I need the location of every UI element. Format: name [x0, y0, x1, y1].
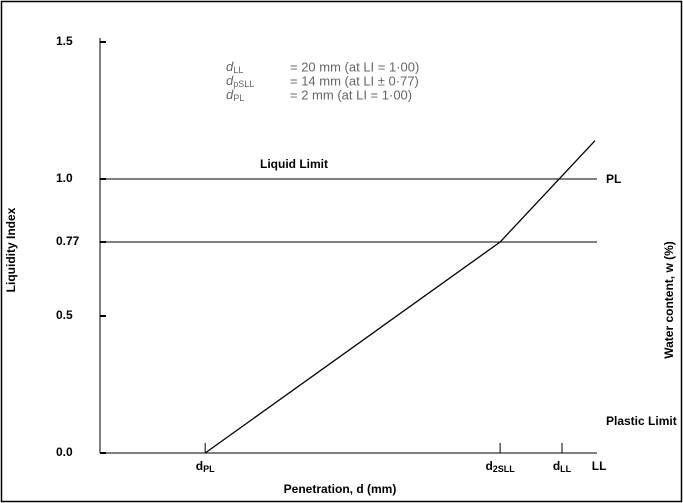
- note-sub: PL: [233, 93, 244, 103]
- note: = 14 mm (at LI ± 0·77): [290, 73, 419, 88]
- y2-axis-label: Water content, w (%): [662, 241, 676, 359]
- note-symbol: d: [226, 73, 234, 88]
- x-tick-label: d: [553, 459, 560, 473]
- annotation: Plastic Limit: [606, 414, 677, 428]
- y-axis-label: Liquidity Index: [4, 207, 18, 292]
- note: = 20 mm (at LI = 1·00): [290, 59, 419, 74]
- note-sub: pSLL: [233, 79, 254, 89]
- note: = 2 mm (at LI = 1·00): [290, 87, 412, 102]
- note: dPL: [226, 87, 244, 103]
- y-tick-label: 1.5: [56, 34, 73, 48]
- x-tick-label: LL: [592, 459, 607, 473]
- x-axis-label: Penetration, d (mm): [284, 482, 397, 496]
- x-tick-label: dPL: [196, 459, 215, 474]
- y-tick-label: 0.0: [56, 445, 73, 459]
- data-line: [204, 140, 596, 454]
- annotation: Liquid Limit: [260, 157, 328, 171]
- note-sub: LL: [233, 65, 243, 75]
- x-tick-label-sub: LL: [560, 464, 571, 474]
- y-tick-label: 1.0: [56, 171, 73, 185]
- note: dLL: [226, 59, 243, 75]
- x-tick-label-sub: 2SLL: [493, 464, 516, 474]
- note-symbol: d: [226, 59, 234, 74]
- y-tick-label: 0.5: [56, 308, 73, 322]
- x-tick-label: d: [196, 459, 203, 473]
- x-tick-label: dLL: [553, 459, 572, 474]
- x-tick-label: LL: [592, 459, 607, 473]
- x-tick-label-sub: PL: [203, 464, 215, 474]
- note: dpSLL: [226, 73, 254, 89]
- x-tick-label: d2SLL: [485, 459, 515, 474]
- note-symbol: d: [226, 87, 234, 102]
- x-tick-label: d: [485, 459, 492, 473]
- y-tick-label: 0.77: [56, 234, 80, 248]
- annotation: PL: [606, 172, 621, 186]
